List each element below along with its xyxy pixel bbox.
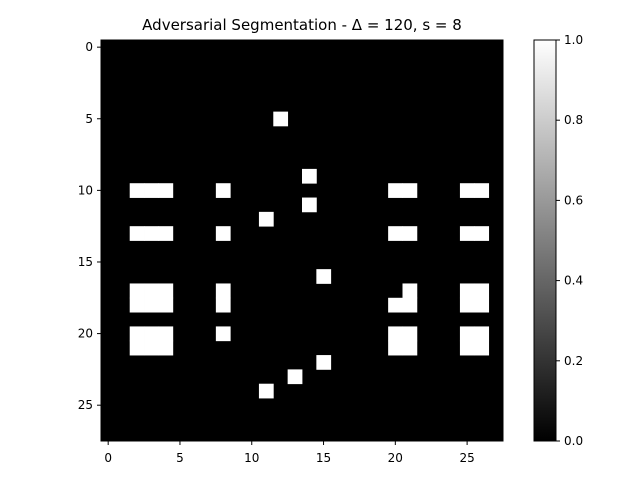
chart-title: Adversarial Segmentation - Δ = 120, s = …: [142, 16, 462, 34]
x-tick-label: 5: [176, 451, 184, 465]
heatmap-cell: [144, 297, 159, 313]
colorbar-tick-label: 0.8: [564, 113, 583, 127]
heatmap-cell: [474, 340, 490, 356]
y-tick-label: 20: [78, 327, 93, 341]
colorbar-tick-label: 0.4: [564, 274, 583, 288]
heatmap-cell: [129, 283, 145, 299]
plot-frame: [100, 39, 504, 442]
heatmap-cell: [158, 297, 174, 313]
heatmap-cell: [144, 226, 159, 241]
heatmap-cell: [402, 283, 418, 299]
y-axis: 0 5 10 15 20 25: [78, 40, 101, 412]
heatmap-cell: [459, 297, 475, 313]
heatmap-cell: [129, 226, 145, 241]
x-tick-label: 0: [104, 451, 112, 465]
heatmap-cell: [459, 326, 475, 342]
heatmap-cell: [215, 297, 231, 313]
x-tick-label: 15: [316, 451, 331, 465]
colorbar-tick-label: 0.2: [564, 354, 583, 368]
colorbar-gradient: [533, 39, 557, 442]
heatmap-cell: [459, 226, 475, 241]
heatmap-cell: [388, 297, 403, 313]
heatmap-cell: [402, 226, 418, 241]
y-tick-label: 0: [85, 40, 93, 54]
heatmap-cell: [316, 269, 332, 284]
heatmap-cell: [402, 326, 418, 342]
heatmap-cell: [287, 369, 303, 385]
colorbar-tick-label: 0.0: [564, 434, 583, 448]
heatmap-cell: [129, 183, 145, 198]
heatmap-cell: [402, 340, 418, 356]
heatmap-cell: [474, 283, 490, 299]
colorbar: 0.0 0.2 0.4 0.6 0.8 1.0: [533, 33, 583, 448]
heatmap-cell: [144, 183, 159, 198]
heatmap-cell: [273, 111, 289, 127]
heatmap-cell: [158, 183, 174, 198]
heatmap-cell: [474, 297, 490, 313]
x-axis: 0 5 10 15 20 25: [104, 441, 475, 465]
colorbar-tick-label: 1.0: [564, 33, 583, 47]
heatmap-cell: [302, 197, 317, 213]
heatmap-cell: [459, 183, 475, 198]
heatmap-cell: [388, 326, 403, 342]
y-tick-label: 10: [78, 183, 93, 197]
heatmap-cell: [129, 326, 145, 342]
heatmap-cell: [158, 283, 174, 299]
heatmap-cell: [474, 226, 490, 241]
heatmap-cell: [215, 283, 231, 299]
heatmap-cell: [215, 326, 231, 342]
heatmap-cell: [459, 340, 475, 356]
heatmap-cell: [316, 355, 332, 370]
x-tick-label: 25: [459, 451, 474, 465]
heatmap-cell: [158, 226, 174, 241]
heatmap-cell: [258, 383, 274, 399]
heatmap-cell: [388, 340, 403, 356]
heatmap-cell: [129, 297, 145, 313]
heatmap-cell: [129, 340, 145, 356]
heatmap-cell: [402, 297, 418, 313]
x-tick-label: 20: [388, 451, 403, 465]
heatmap-cell: [302, 168, 317, 184]
heatmap-cell: [459, 283, 475, 299]
heatmap-cell: [158, 340, 174, 356]
y-tick-label: 25: [78, 398, 93, 412]
heatmap-cell: [474, 326, 490, 342]
heatmap-cell: [258, 211, 274, 227]
y-tick-label: 15: [78, 255, 93, 269]
heatmap-cells: [129, 111, 490, 399]
heatmap-cell: [215, 183, 231, 198]
heatmap-cell: [144, 283, 159, 299]
heatmap-cell: [474, 183, 490, 198]
heatmap-plot-area: [100, 39, 504, 442]
colorbar-tick-label: 0.6: [564, 193, 583, 207]
heatmap-cell: [388, 226, 403, 241]
heatmap-cell: [144, 340, 159, 356]
heatmap-cell: [158, 326, 174, 342]
colorbar-ticks: 0.0 0.2 0.4 0.6 0.8 1.0: [556, 33, 583, 448]
heatmap-cell: [388, 183, 403, 198]
y-tick-label: 5: [85, 112, 93, 126]
x-tick-label: 10: [244, 451, 259, 465]
heatmap-cell: [144, 326, 159, 342]
heatmap-cell: [215, 226, 231, 241]
heatmap-cell: [402, 183, 418, 198]
